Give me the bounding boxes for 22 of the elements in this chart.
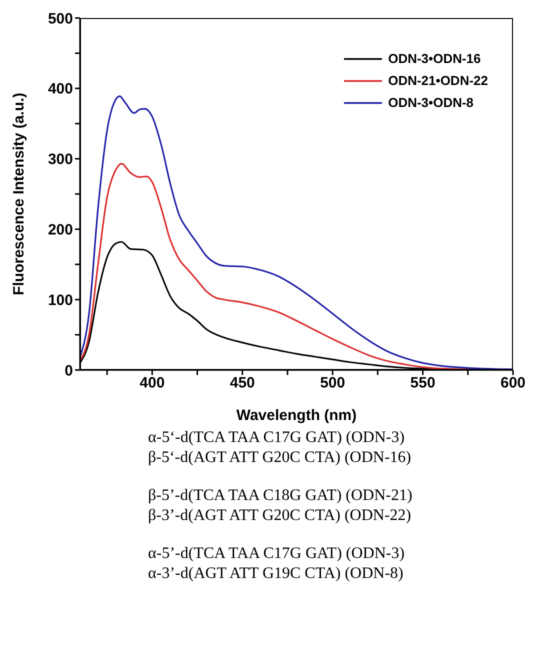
- y-tick-label: 500: [48, 10, 73, 28]
- y-tick-label: 300: [48, 151, 73, 168]
- y-tick-label: 100: [48, 292, 73, 309]
- x-tick-label: 550: [410, 374, 436, 392]
- text: α-3’-d(AGT ATT G19C CTA) (ODN-8): [148, 564, 404, 584]
- x-tick-label: 450: [230, 374, 255, 392]
- x-tick-label: 500: [320, 374, 346, 392]
- text: β-5‘-d(AGT ATT G20C CTA) (ODN-16): [148, 448, 412, 468]
- y-tick-label: 200: [48, 222, 73, 239]
- y-axis-title: Fluorescence Intensity (a.u.): [10, 92, 28, 296]
- y-tick-label: 400: [48, 80, 73, 98]
- y-tick-label: 0: [64, 362, 73, 380]
- text: β-5’-d(TCA TAA C18G GAT) (ODN-21): [148, 486, 414, 506]
- x-tick-label: 400: [140, 374, 165, 392]
- legend-label: ODN-21•ODN-22: [388, 72, 488, 90]
- text: β-3’-d(AGT ATT G20C CTA) (ODN-22): [148, 506, 412, 526]
- text: α-5’-d(TCA TAA C17G GAT) (ODN-3): [148, 544, 406, 564]
- x-tick-label: 600: [500, 374, 526, 392]
- legend-label: ODN-3•ODN-16: [388, 50, 481, 68]
- legend-label: ODN-3•ODN-8: [388, 94, 474, 112]
- x-axis-title: Wavelength (nm): [236, 407, 357, 424]
- text: α-5‘-d(TCA TAA C17G GAT) (ODN-3): [148, 428, 406, 448]
